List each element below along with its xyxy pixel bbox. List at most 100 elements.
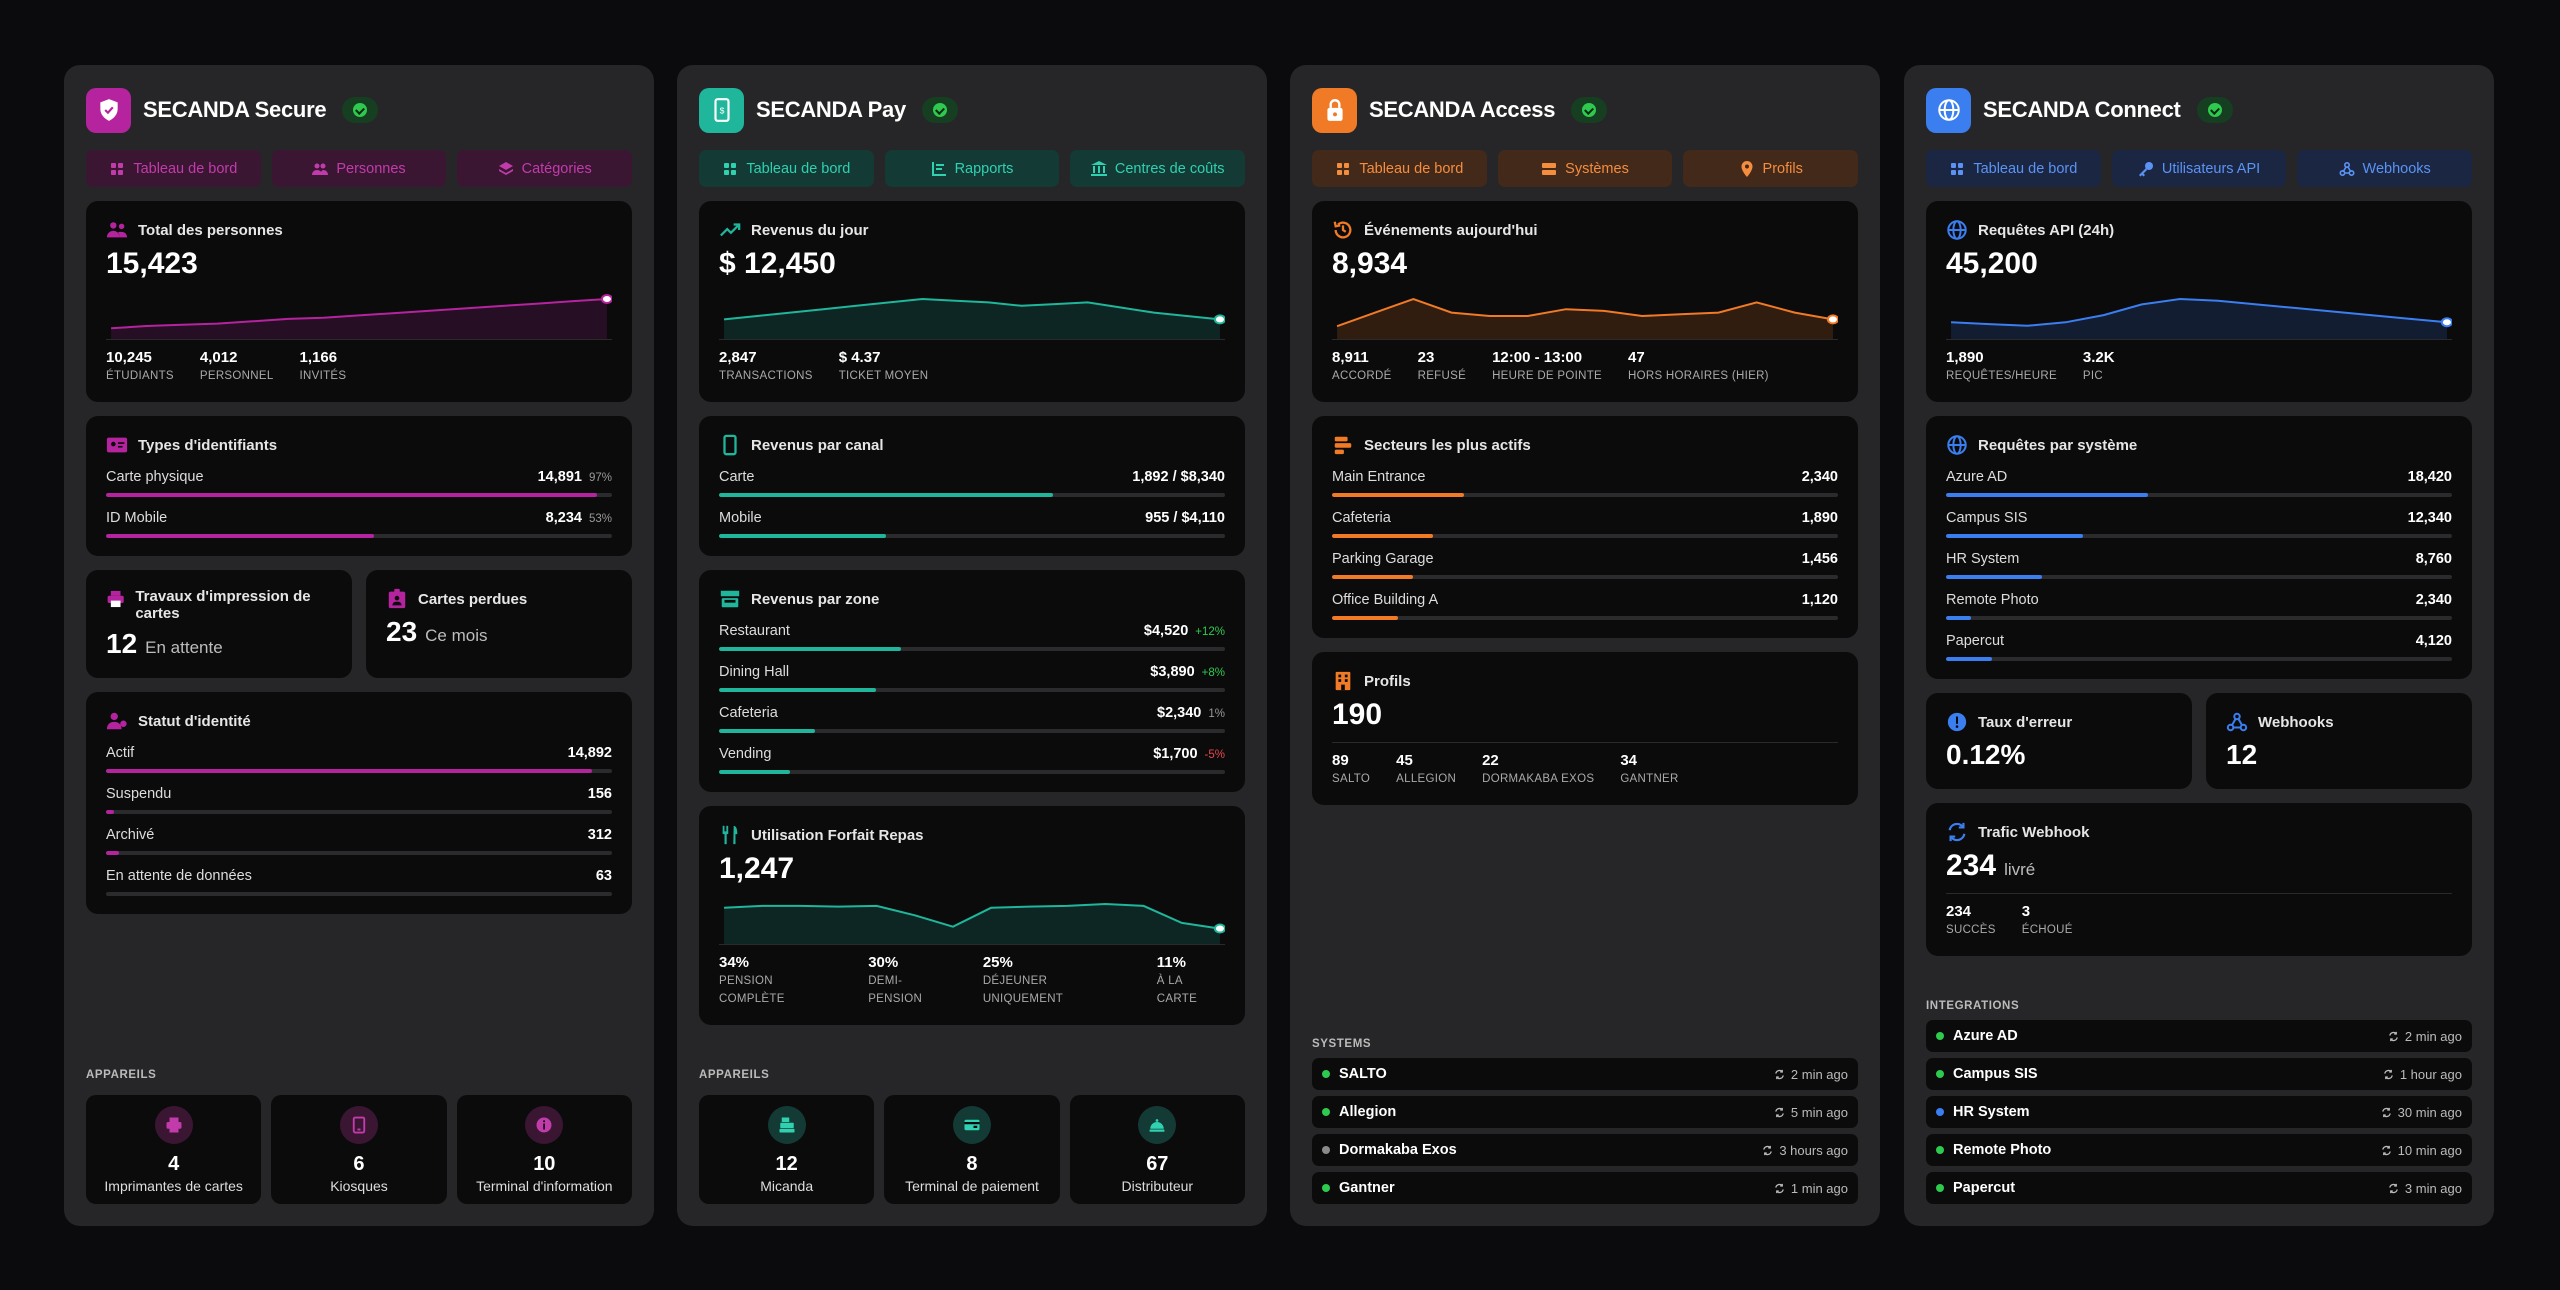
tab-dashboard[interactable]: Tableau de bord bbox=[699, 150, 874, 187]
shield-logo-icon bbox=[86, 87, 131, 133]
device-vending[interactable]: 67 Distributeur bbox=[1069, 1095, 1245, 1204]
system-item[interactable]: Gantner 1 min ago bbox=[1312, 1172, 1858, 1204]
integration-item[interactable]: HR System 30 min ago bbox=[1926, 1096, 2472, 1128]
sparkline-end-point bbox=[1213, 923, 1225, 934]
revenue-by-channel-card: Revenus par canal Carte 1,892 / $8,340 Mo… bbox=[699, 416, 1245, 556]
device-micanda[interactable]: 12 Micanda bbox=[699, 1095, 875, 1204]
app-title: SECANDA Secure bbox=[143, 97, 327, 122]
layers-icon bbox=[498, 161, 513, 175]
card-title: Cartes perdues bbox=[418, 590, 528, 608]
revenue-value: $ 12,450 bbox=[719, 247, 836, 280]
system-item[interactable]: SALTO 2 min ago bbox=[1312, 1058, 1858, 1090]
total-stats: 10,245 ÉTUDIANTS 4,012 PERSONNEL 1,166 INVI… bbox=[106, 339, 612, 384]
profiles-card: Profils 190 89 SALTO 45 ALLEGION 22 DORMAKA… bbox=[1312, 652, 1858, 805]
tab-categories[interactable]: Catégories bbox=[457, 150, 633, 187]
lost-cards-card: Cartes perdues 23 Ce mois bbox=[366, 570, 632, 678]
meal-plan-sparkline bbox=[719, 896, 1225, 944]
lock-logo-icon bbox=[1312, 87, 1357, 133]
identity-status-card: Statut d'identité Actif 14,892 Suspendu 15… bbox=[86, 692, 632, 914]
progress-fill bbox=[1332, 616, 1398, 620]
requests-sparkline bbox=[1946, 291, 2452, 339]
tab-dashboard[interactable]: Tableau de bord bbox=[1312, 150, 1487, 187]
vending-icon bbox=[1149, 1118, 1165, 1132]
tab-cost-centers[interactable]: Centres de coûts bbox=[1070, 150, 1246, 187]
system-request-row: Campus SIS 12,340 bbox=[1946, 510, 2452, 538]
zone-row: Vending $1,700 -5% bbox=[719, 746, 1225, 774]
integration-item[interactable]: Campus SIS 1 hour ago bbox=[1926, 1058, 2472, 1090]
webhook-icon bbox=[2226, 712, 2248, 732]
progress-fill bbox=[1946, 657, 1992, 661]
building-icon bbox=[1335, 671, 1351, 691]
integration-item[interactable]: Papercut 3 min ago bbox=[1926, 1172, 2472, 1204]
users-icon bbox=[106, 222, 128, 238]
status-row: En attente de données 63 bbox=[106, 868, 612, 896]
sparkline-end-point bbox=[600, 294, 612, 304]
sparkline-end-point bbox=[1826, 314, 1838, 325]
stat-after-hours: 47 HORS HORAIRES (HIER) bbox=[1628, 349, 1769, 382]
system-item[interactable]: Dormakaba Exos 3 hours ago bbox=[1312, 1134, 1858, 1166]
progress-fill bbox=[719, 647, 902, 651]
devices-section: APPAREILS 12 Micanda 8 Terminal de paiemen… bbox=[699, 1069, 1245, 1204]
device-info-terminals[interactable]: 10 Terminal d'information bbox=[456, 1095, 632, 1204]
progress-bar bbox=[719, 647, 1225, 651]
sector-row: Cafeteria 1,890 bbox=[1332, 510, 1838, 538]
device-payment-terminals[interactable]: 8 Terminal de paiement bbox=[884, 1095, 1060, 1204]
tab-profiles[interactable]: Profils bbox=[1683, 150, 1859, 187]
system-request-row: HR System 8,760 bbox=[1946, 551, 2452, 579]
progress-fill bbox=[719, 534, 886, 538]
webhooks-card: Webhooks 12 bbox=[2206, 693, 2472, 789]
progress-bar bbox=[106, 892, 612, 896]
grid-icon bbox=[724, 162, 737, 175]
card-title: Types d'identifiants bbox=[138, 436, 278, 454]
status-dot bbox=[1322, 1070, 1330, 1078]
progress-bar bbox=[106, 851, 612, 855]
progress-bar bbox=[719, 729, 1225, 733]
progress-bar bbox=[1946, 575, 2452, 579]
card-title: Travaux d'impression de cartes bbox=[135, 588, 311, 622]
progress-fill bbox=[1946, 534, 2083, 538]
progress-bar bbox=[1332, 575, 1838, 579]
progress-fill bbox=[719, 688, 876, 692]
webhook-traffic-card: Trafic Webhook 234 livré 234 SUCCÈS 3 ÉCHOU… bbox=[1926, 803, 2472, 956]
sync-icon bbox=[1763, 1145, 1773, 1155]
progress-bar bbox=[1946, 534, 2452, 538]
status-dot bbox=[1936, 1146, 1944, 1154]
device-printers[interactable]: 4 Imprimantes de cartes bbox=[86, 1095, 262, 1204]
tab-dashboard[interactable]: Tableau de bord bbox=[1926, 150, 2101, 187]
sparkline-line bbox=[111, 299, 607, 328]
sector-row: Main Entrance 2,340 bbox=[1332, 469, 1838, 497]
tab-label: Personnes bbox=[336, 160, 406, 177]
check-icon bbox=[932, 103, 947, 117]
badge-icon bbox=[388, 588, 406, 609]
zone-row: Dining Hall $3,890 +8% bbox=[719, 664, 1225, 692]
progress-fill bbox=[1332, 493, 1464, 497]
check-icon bbox=[2207, 103, 2222, 117]
tab-api-users[interactable]: Utilisateurs API bbox=[2111, 150, 2287, 187]
tab-dashboard[interactable]: Tableau de bord bbox=[86, 150, 261, 187]
device-kiosks[interactable]: 6 Kiosques bbox=[271, 1095, 447, 1204]
progress-bar bbox=[1946, 493, 2452, 497]
app-title: SECANDA Pay bbox=[756, 97, 906, 122]
card-title: Profils bbox=[1364, 672, 1411, 690]
globe-icon bbox=[1947, 220, 1967, 240]
system-item[interactable]: Allegion 5 min ago bbox=[1312, 1096, 1858, 1128]
stat-requests-per-hour: 1,890 REQUÊTES/HEURE bbox=[1946, 349, 2057, 382]
tab-reports[interactable]: Rapports bbox=[884, 150, 1060, 187]
integration-item[interactable]: Remote Photo 10 min ago bbox=[1926, 1134, 2472, 1166]
traffic-value: 234 bbox=[1946, 849, 1997, 882]
stat-transactions: 2,847 TRANSACTIONS bbox=[719, 349, 813, 382]
connect-tabs: Tableau de bord Utilisateurs API Webhook… bbox=[1926, 150, 2473, 187]
progress-fill bbox=[1332, 534, 1434, 538]
tab-persons[interactable]: Personnes bbox=[271, 150, 447, 187]
tab-webhooks[interactable]: Webhooks bbox=[2297, 150, 2473, 187]
stat-failed: 3 ÉCHOUÉ bbox=[2021, 903, 2073, 936]
cash-register-icon bbox=[779, 1117, 795, 1132]
tab-systems[interactable]: Systèmes bbox=[1497, 150, 1673, 187]
card-title: Revenus du jour bbox=[751, 221, 869, 239]
stat-peak: 3.2K PIC bbox=[2082, 349, 2115, 382]
stat-allegion: 45 ALLEGION bbox=[1396, 752, 1457, 785]
pay-tabs: Tableau de bord Rapports Centres de coût… bbox=[699, 150, 1246, 187]
network-logo-icon bbox=[1926, 87, 1971, 133]
stat-gantner: 34 GANTNER bbox=[1620, 752, 1679, 785]
integration-item[interactable]: Azure AD 2 min ago bbox=[1926, 1020, 2472, 1052]
